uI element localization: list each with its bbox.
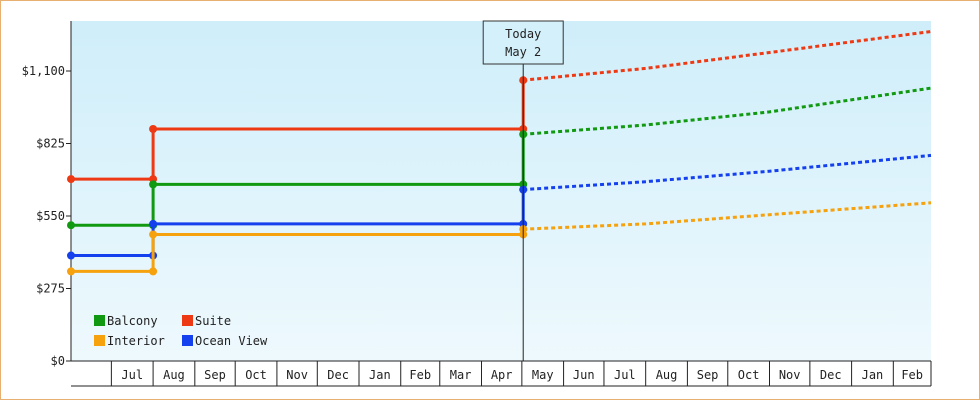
x-tick-label: Nov	[779, 368, 801, 382]
x-tick-label: Feb	[901, 368, 923, 382]
y-tick-label: $825	[36, 137, 65, 151]
today-label-line1: Today	[505, 27, 541, 41]
legend-swatch-suite	[182, 315, 193, 326]
x-tick-label: Nov	[286, 368, 308, 382]
series-balcony-point	[149, 180, 158, 189]
x-tick-label: Aug	[656, 368, 678, 382]
x-tick-label: Aug	[163, 368, 185, 382]
series-ocean-view-forecast-line	[523, 153, 932, 192]
y-tick-label: $0	[51, 354, 65, 368]
legend-label-suite: Suite	[195, 314, 231, 328]
y-tick-label: $1,100	[22, 64, 65, 78]
legend-label-ocean-view: Ocean View	[195, 334, 268, 348]
y-tick-label: $275	[36, 282, 65, 296]
today-label-box	[482, 20, 564, 65]
series-balcony-forecast-line	[523, 86, 932, 136]
series-interior-point	[149, 267, 158, 276]
legend-swatch-interior	[94, 335, 105, 346]
legend-label-interior: Interior	[107, 334, 165, 348]
x-tick-label: Jan	[862, 368, 884, 382]
today-label-line2: May 2	[505, 45, 541, 59]
series-interior-point	[149, 230, 158, 239]
x-tick-label: Jul	[614, 368, 636, 382]
x-tick-label: Jul	[121, 368, 143, 382]
x-tick-label: Mar	[450, 368, 472, 382]
series-ocean-view-point	[149, 219, 158, 228]
series-suite-point	[149, 125, 158, 133]
series-interior-point	[67, 267, 75, 276]
legend-swatch-ocean-view	[182, 335, 193, 346]
x-tick-label: Jan	[369, 368, 391, 382]
y-tick-label: $550	[36, 209, 65, 223]
series-suite-forecast-line	[523, 30, 932, 82]
legend-swatch-balcony	[94, 315, 105, 326]
series-suite-point	[67, 175, 75, 184]
series-balcony-point	[67, 221, 75, 230]
series-interior-forecast-line	[523, 201, 932, 231]
series-ocean-view-point	[67, 251, 75, 260]
x-tick-label: Oct	[738, 368, 760, 382]
x-tick-label: Apr	[491, 368, 513, 382]
x-tick-label: Dec	[327, 368, 349, 382]
x-tick-label: May	[532, 368, 554, 382]
x-tick-label: Dec	[820, 368, 842, 382]
x-tick-label: Jun	[573, 368, 595, 382]
x-tick-label: Sep	[204, 368, 226, 382]
legend-label-balcony: Balcony	[107, 314, 158, 328]
plot-background	[71, 21, 931, 361]
x-tick-label: Sep	[697, 368, 719, 382]
x-tick-label: Oct	[245, 368, 267, 382]
x-tick-label: Feb	[409, 368, 431, 382]
